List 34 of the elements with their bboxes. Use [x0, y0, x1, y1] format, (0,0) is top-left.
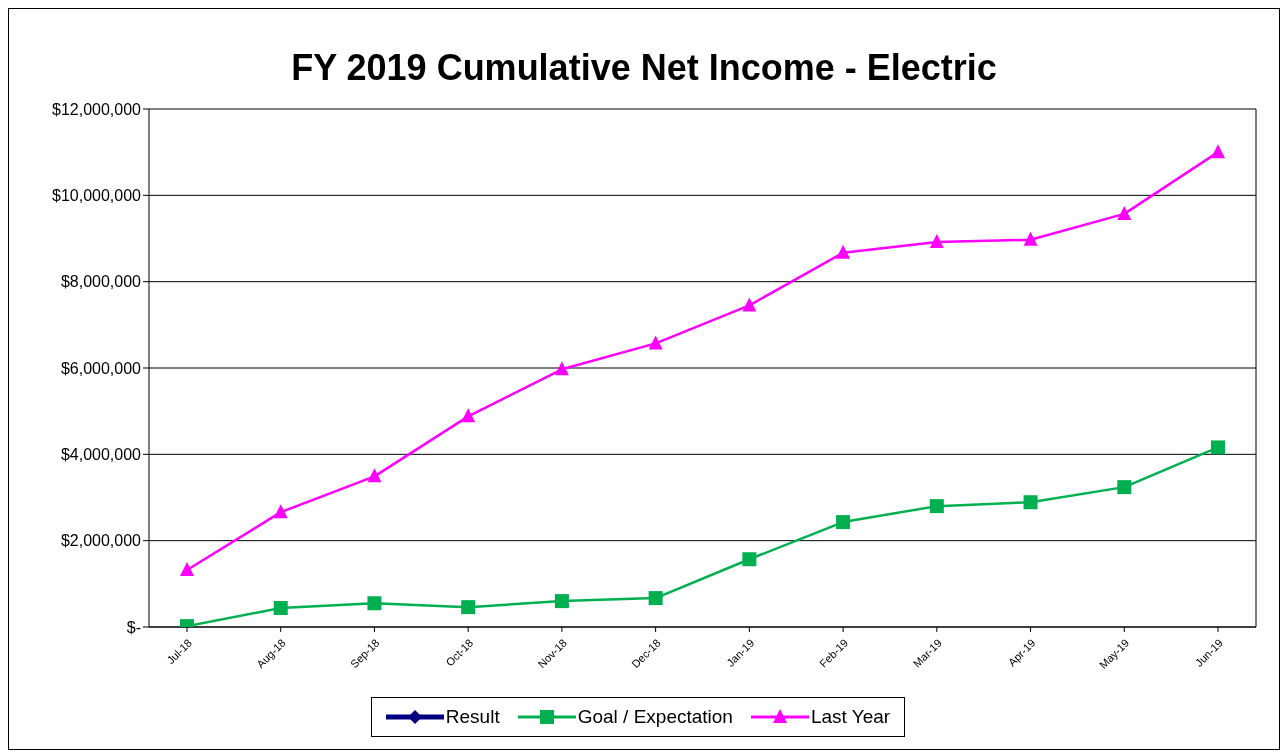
- y-tick-label: $10,000,000: [52, 187, 142, 205]
- y-tick-label: $6,000,000: [60, 359, 142, 377]
- legend-label: Goal / Expectation: [577, 706, 733, 728]
- point: [461, 408, 476, 423]
- point: [742, 552, 757, 567]
- point: [1117, 480, 1132, 495]
- point: [273, 504, 288, 519]
- point: [273, 601, 288, 616]
- point: [1023, 495, 1038, 510]
- point: [836, 515, 851, 530]
- point: [367, 468, 382, 483]
- point: [648, 335, 663, 350]
- point: [929, 233, 944, 248]
- point: [1117, 205, 1132, 220]
- point: [554, 594, 569, 609]
- point: [742, 297, 757, 312]
- point: [554, 361, 569, 376]
- point: [1211, 440, 1225, 455]
- point: [836, 244, 851, 259]
- y-tick-label: $8,000,000: [60, 273, 142, 291]
- legend-label: Result: [445, 706, 500, 728]
- y-tick-label: $4,000,000: [60, 446, 142, 464]
- chart-title: FY 2019 Cumulative Net Income - Electric: [290, 46, 998, 90]
- y-tick-label: $12,000,000: [52, 100, 142, 118]
- point: [461, 600, 476, 615]
- point: [648, 591, 663, 606]
- y-tick-label: $2,000,000: [60, 532, 142, 550]
- point: [1211, 144, 1225, 159]
- point: [367, 596, 382, 611]
- point: [1023, 231, 1038, 246]
- y-tick-label: $-: [126, 618, 141, 636]
- point: [180, 562, 194, 577]
- point: [929, 499, 944, 514]
- legend-label: Last Year: [810, 706, 891, 728]
